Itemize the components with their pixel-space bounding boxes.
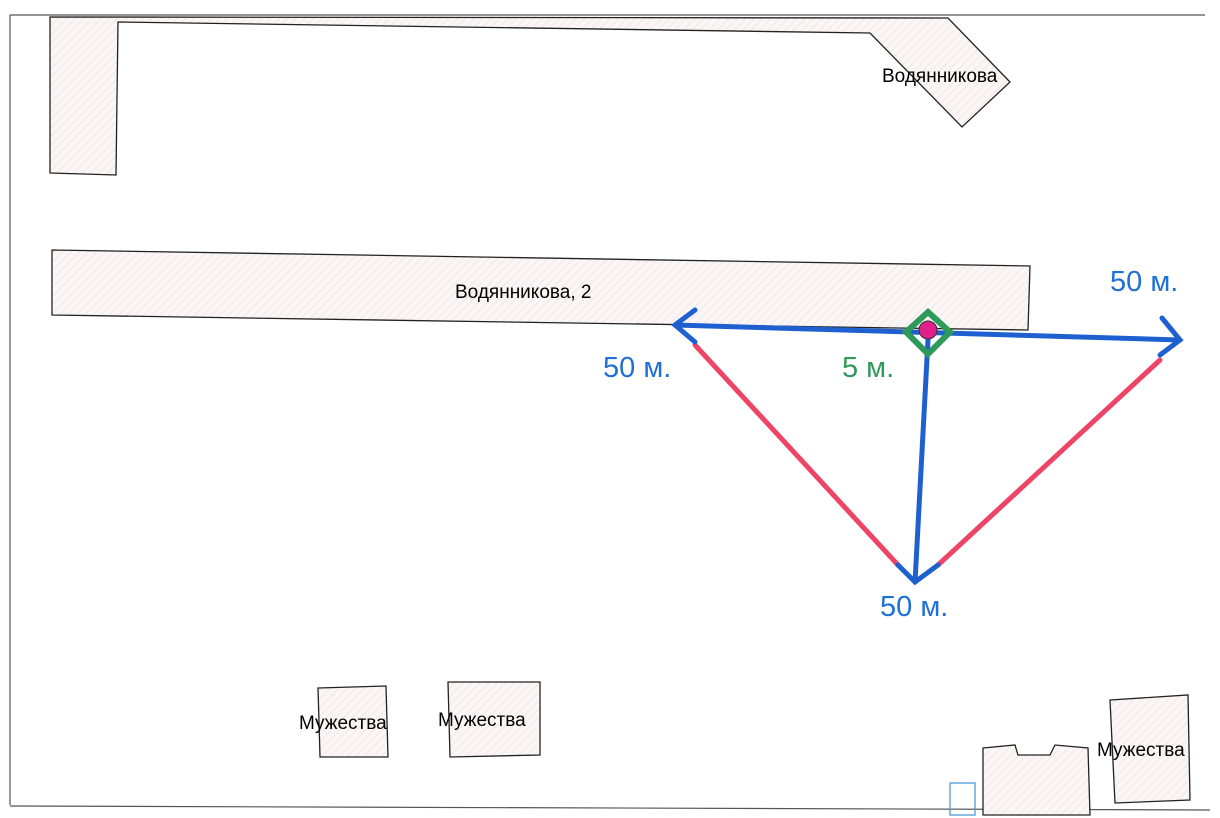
building-label: Водянникова, 2: [455, 282, 591, 303]
building: [51, 249, 1031, 331]
building: [1109, 694, 1191, 804]
building: [317, 685, 389, 758]
building: [982, 744, 1091, 816]
frame: [9, 14, 1211, 811]
building-label: Водянникова: [882, 66, 998, 87]
small-structure: [949, 782, 976, 816]
building: [447, 681, 541, 758]
distance-label: 50 м.: [603, 352, 671, 384]
building-label: Мужества: [438, 710, 526, 731]
distance-label: 50 м.: [1110, 266, 1178, 298]
distance-label: 5 м.: [842, 352, 894, 384]
building: [49, 16, 1011, 176]
building-label: Мужества: [1097, 740, 1185, 761]
distance-label: 50 м.: [880, 591, 948, 623]
building-label: Мужества: [299, 713, 387, 734]
location-marker: [901, 307, 955, 359]
